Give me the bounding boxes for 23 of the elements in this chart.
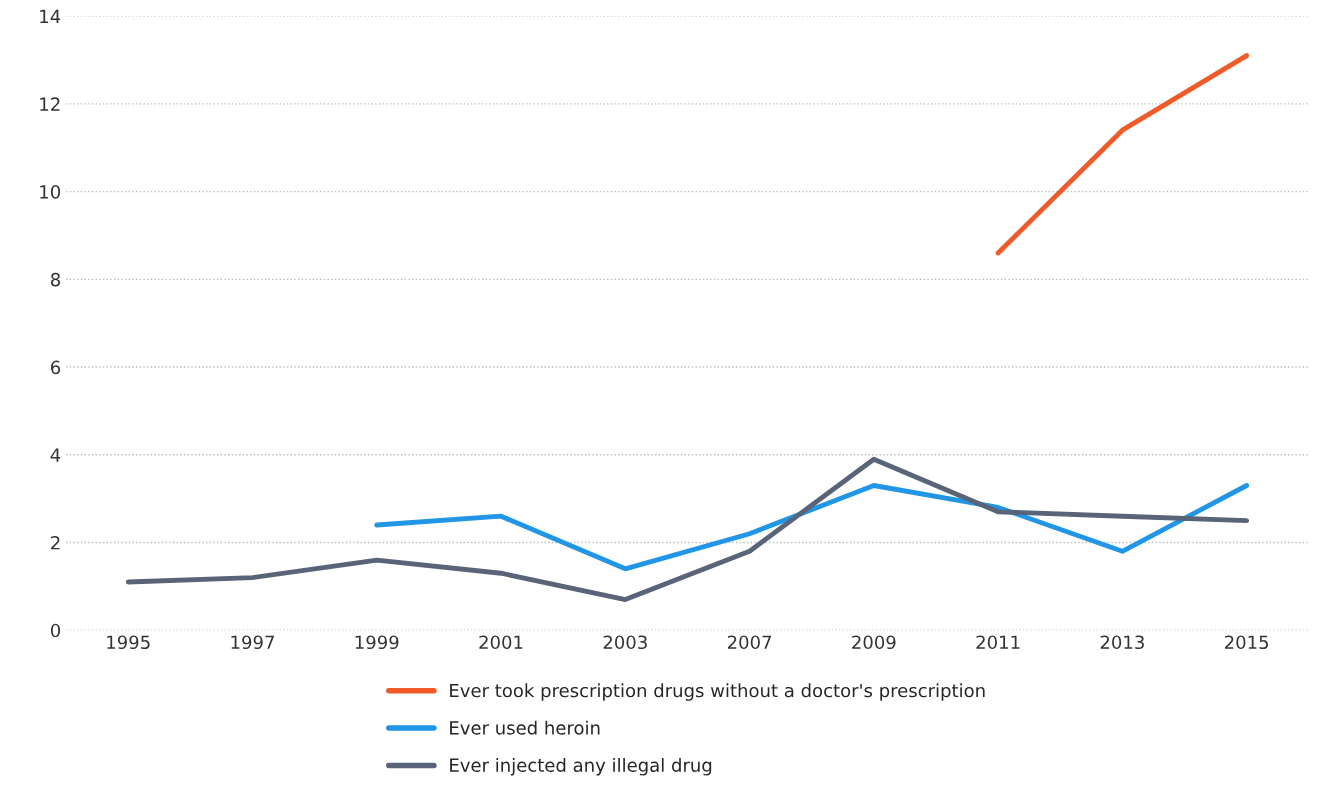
x-tick-label: 2011 [976,635,1020,650]
y-tick-label: 4 [50,448,61,462]
y-tick-label: 12 [40,97,60,111]
legend-label: Ever used heroin [450,720,600,735]
y-tick-label: 2 [51,535,60,550]
x-tick-label: 2007 [727,635,772,650]
x-tick-label: 2015 [1224,635,1269,650]
x-tick-label: 1995 [107,635,150,650]
y-tick-label: 6 [51,360,61,375]
x-tick-label: 2009 [852,635,896,650]
x-tick-label: 1997 [231,635,274,650]
y-tick-label: 8 [50,272,60,287]
y-tick-label: 14 [40,9,61,24]
x-tick-label: 2013 [1100,635,1144,650]
legend-label: Ever injected any illegal drug [450,758,712,776]
legend-label: Ever took prescription drugs without a doctor's prescription [450,683,985,701]
line-series [374,483,1250,572]
x-tick-label: 2003 [603,635,647,650]
y-tick-label: 0 [50,623,61,638]
line-series [125,456,1250,602]
x-tick-label: 1999 [355,635,399,650]
x-tick-label: 2001 [479,635,523,650]
y-tick-label: 10 [40,185,61,199]
